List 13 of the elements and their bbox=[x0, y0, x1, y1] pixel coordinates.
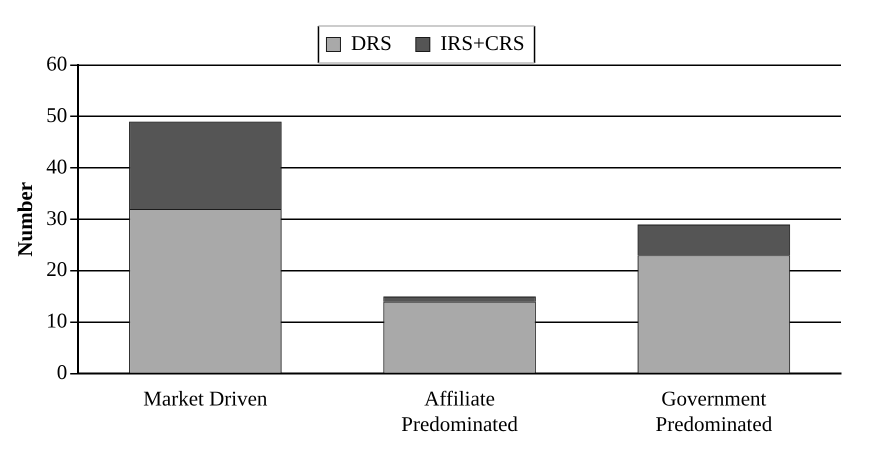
legend-label: DRS bbox=[350, 31, 392, 56]
y-tick-label: 40 bbox=[46, 154, 68, 178]
x-tick-label: Affiliate Predominated bbox=[401, 386, 518, 436]
y-tick-label: 50 bbox=[46, 102, 68, 127]
y-tick-label: 10 bbox=[46, 308, 68, 333]
y-tick-label: 30 bbox=[46, 206, 68, 230]
legend-label: IRS+CRS bbox=[440, 31, 525, 56]
x-tick-label: Government Predominated bbox=[656, 386, 773, 436]
x-tick-label: Market Driven bbox=[143, 386, 268, 411]
y-tick-label: 20 bbox=[46, 257, 68, 282]
y-tick-label: 60 bbox=[46, 52, 68, 76]
y-tick-label: 0 bbox=[56, 360, 68, 384]
y-axis-title: Number bbox=[13, 182, 38, 257]
